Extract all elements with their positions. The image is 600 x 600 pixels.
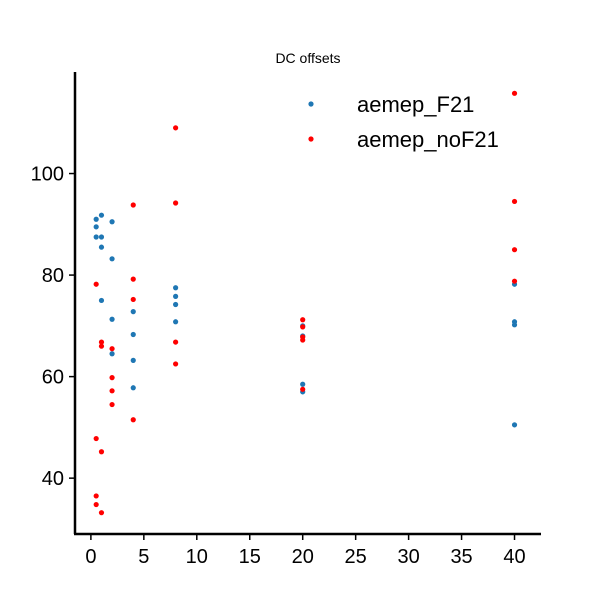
data-point-aemep-noF21 — [511, 198, 518, 205]
data-point-aemep-F21 — [130, 357, 136, 363]
data-point-aemep-noF21 — [98, 449, 105, 455]
data-point-aemep-F21 — [300, 381, 306, 387]
x-tick-label: 25 — [345, 546, 367, 568]
legend-label-aemep-F21: aemep_F21 — [357, 92, 474, 117]
data-point-aemep-F21 — [173, 319, 179, 325]
y-tick-label: 80 — [42, 265, 64, 287]
x-tick-label: 30 — [397, 546, 419, 568]
x-axis-ticks: 0 5 10 15 20 25 30 35 40 — [85, 534, 526, 568]
data-point-aemep-noF21 — [300, 324, 306, 330]
data-point-aemep-F21 — [93, 216, 99, 222]
data-point-aemep-noF21 — [173, 361, 179, 367]
data-points — [93, 90, 518, 516]
data-point-aemep-F21 — [109, 219, 115, 225]
data-point-aemep-noF21 — [173, 125, 179, 131]
data-point-aemep-F21 — [130, 331, 136, 338]
data-point-aemep-noF21 — [511, 278, 518, 284]
data-point-aemep-noF21 — [109, 401, 115, 408]
data-point-aemep-F21 — [511, 322, 518, 328]
data-point-aemep-F21 — [173, 285, 179, 291]
data-point-aemep-F21 — [93, 224, 99, 230]
x-tick-label: 20 — [292, 546, 314, 568]
data-point-aemep-noF21 — [109, 375, 115, 381]
x-tick-label: 10 — [186, 546, 208, 568]
data-point-aemep-noF21 — [109, 388, 115, 394]
data-point-aemep-F21 — [109, 316, 115, 322]
legend-label-aemep-noF21: aemep_noF21 — [357, 127, 499, 152]
y-tick-label: 100 — [31, 164, 64, 186]
data-point-aemep-noF21 — [300, 337, 306, 343]
data-point-aemep-F21 — [98, 212, 105, 218]
data-point-aemep-noF21 — [98, 343, 105, 349]
data-point-aemep-noF21 — [93, 435, 99, 442]
x-tick-label: 35 — [450, 546, 472, 568]
data-point-aemep-noF21 — [93, 501, 99, 508]
data-point-aemep-noF21 — [109, 346, 115, 352]
data-point-aemep-F21 — [98, 234, 105, 240]
data-point-aemep-noF21 — [511, 90, 518, 96]
legend-marker-aemep-F21 — [308, 101, 314, 107]
chart-title: DC offsets — [275, 50, 340, 66]
data-point-aemep-F21 — [130, 385, 136, 391]
x-tick-label: 0 — [85, 546, 96, 568]
y-axis-ticks: 40 60 80 100 — [31, 164, 75, 490]
data-point-aemep-noF21 — [300, 386, 306, 392]
legend-marker-aemep-noF21 — [308, 136, 314, 142]
data-point-aemep-noF21 — [130, 417, 136, 423]
data-point-aemep-F21 — [173, 301, 179, 308]
data-point-aemep-noF21 — [511, 247, 518, 253]
x-tick-label: 15 — [239, 546, 261, 568]
data-point-aemep-F21 — [98, 244, 105, 250]
data-point-aemep-noF21 — [300, 317, 306, 323]
data-point-aemep-noF21 — [98, 510, 105, 516]
data-point-aemep-F21 — [109, 256, 115, 262]
data-point-aemep-noF21 — [173, 200, 179, 206]
data-point-aemep-noF21 — [130, 202, 136, 208]
data-point-aemep-noF21 — [93, 281, 99, 287]
data-point-aemep-noF21 — [130, 276, 136, 282]
data-point-aemep-noF21 — [98, 339, 105, 345]
data-point-aemep-F21 — [130, 309, 136, 315]
data-point-aemep-F21 — [511, 422, 518, 428]
data-point-aemep-F21 — [98, 297, 105, 304]
legend: aemep_F21 aemep_noF21 — [308, 92, 499, 152]
y-tick-label: 60 — [42, 367, 64, 389]
data-point-aemep-F21 — [173, 293, 179, 299]
data-point-aemep-noF21 — [93, 493, 99, 499]
y-tick-label: 40 — [42, 468, 64, 490]
data-point-aemep-F21 — [109, 351, 115, 357]
data-point-aemep-noF21 — [173, 339, 179, 345]
x-tick-label: 40 — [503, 546, 525, 568]
data-point-aemep-noF21 — [130, 296, 136, 303]
data-point-aemep-F21 — [93, 234, 99, 240]
x-tick-label: 5 — [138, 546, 149, 568]
